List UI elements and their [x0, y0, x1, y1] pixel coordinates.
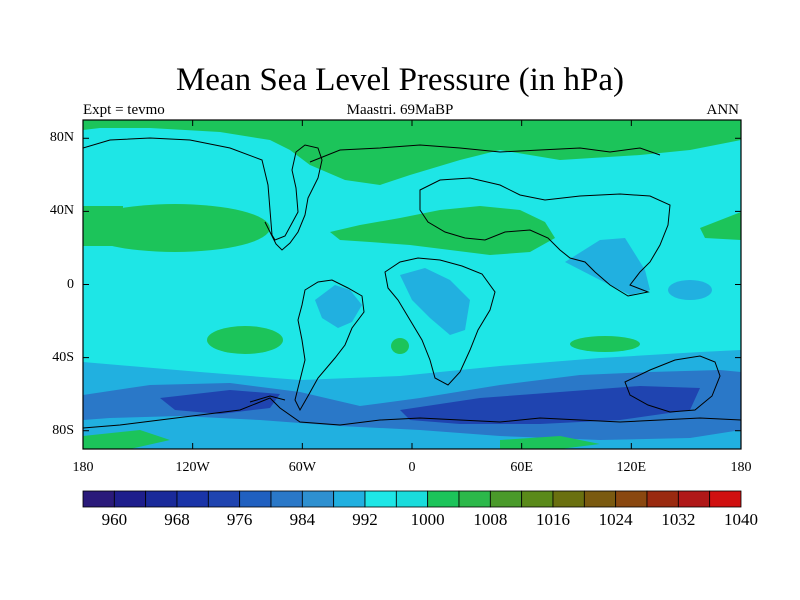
y-tick-label: 40S — [52, 349, 74, 365]
x-tick-label: 120E — [616, 460, 647, 475]
colorbar-box — [333, 490, 366, 508]
colorbar-label: 1032 — [661, 510, 696, 529]
colorbar-label: 1000 — [410, 510, 445, 529]
field-north-polar-high — [83, 120, 741, 185]
field-southern-low-3 — [160, 390, 280, 414]
colorbar-label: 976 — [226, 510, 253, 529]
colorbar-box — [489, 490, 523, 508]
field-india-low — [565, 238, 650, 295]
field-south-pacific-high — [207, 326, 283, 354]
field-africa-low — [400, 268, 470, 335]
colorbar-box — [427, 490, 460, 508]
field-southern-low-4 — [400, 386, 700, 424]
colorbar-label: 960 — [101, 510, 128, 529]
coast-eurasia — [419, 177, 671, 297]
colorbar-box — [615, 490, 648, 508]
coast-north-america — [83, 137, 323, 251]
y-tick-label: 80S — [52, 422, 74, 438]
x-tick-label: 120W — [175, 460, 210, 475]
colorbar-box — [113, 490, 147, 508]
colorbar-box — [82, 490, 115, 508]
colorbar-label: 1008 — [473, 510, 508, 529]
colorbar-label: 1040 — [724, 510, 758, 529]
coast-africa — [384, 257, 496, 386]
colorbar-box — [270, 490, 303, 508]
field-antarctic-green-1 — [83, 430, 170, 449]
field-east-edge-high — [700, 212, 741, 240]
colorbar-label: 1024 — [598, 510, 633, 529]
colorbar — [82, 490, 742, 508]
colorbar-box — [395, 490, 429, 508]
x-tick-label: 180 — [72, 460, 94, 475]
colorbar-box — [364, 490, 397, 508]
colorbar-box — [709, 490, 742, 508]
x-tick-label: 0 — [408, 460, 416, 475]
colorbar-box — [301, 490, 335, 508]
colorbar-box — [145, 490, 178, 508]
field-north-pacific-high-edge — [83, 206, 123, 246]
coast-antarctica — [83, 397, 741, 429]
field-south-america-low — [315, 285, 362, 328]
coast-australia — [624, 355, 721, 413]
coast-south-america — [294, 279, 365, 412]
colorbar-box — [552, 490, 585, 508]
y-tick-label: 40N — [49, 203, 74, 219]
colorbar-box — [176, 490, 209, 508]
coast-antarctic-peninsula — [249, 395, 286, 403]
field-north-pacific-high — [83, 204, 270, 252]
chart-title: Mean Sea Level Pressure (in hPa) — [175, 62, 625, 98]
colorbar-label: 984 — [289, 510, 316, 529]
colorbar-box — [583, 490, 617, 508]
coast-arctic — [309, 144, 661, 163]
subtitle-season: ANN — [706, 102, 740, 118]
colorbar-box — [646, 490, 679, 508]
x-tick-label: 180 — [730, 460, 752, 475]
colorbar-label: 1016 — [536, 510, 570, 529]
subtitle-experiment: Expt = tevmo — [83, 102, 165, 118]
field-indian-high — [570, 336, 640, 352]
pressure-field — [83, 120, 741, 449]
colorbar-box — [677, 490, 711, 508]
x-tick-label: 60E — [510, 460, 533, 475]
colorbar-label: 968 — [164, 510, 190, 529]
field-pacific-patch — [668, 280, 712, 300]
coastlines — [83, 137, 741, 429]
y-tick-label: 0 — [67, 276, 74, 292]
field-southern-low-2 — [83, 370, 741, 440]
colorbar-box — [239, 490, 272, 508]
colorbar-box — [521, 490, 554, 508]
x-tick-label: 60W — [288, 460, 316, 475]
colorbar-box — [458, 490, 491, 508]
subtitle-period: Maastri. 69MaBP — [346, 102, 454, 118]
colorbar-box — [207, 490, 241, 508]
field-south-atlantic-high — [391, 338, 409, 354]
axis-ticks — [82, 120, 742, 449]
colorbar-label: 992 — [352, 510, 378, 529]
field-antarctic-green-2 — [500, 436, 600, 449]
y-tick-label: 80N — [49, 130, 74, 146]
